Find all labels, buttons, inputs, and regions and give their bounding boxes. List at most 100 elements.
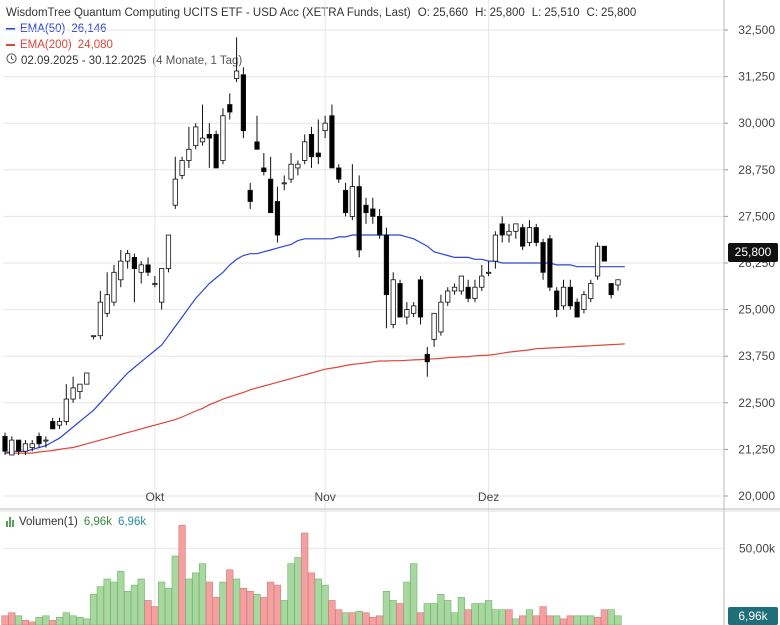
- volume-bar: [96, 586, 104, 625]
- volume-legend[interactable]: Volumen(1) 6,96k 6,96k: [6, 516, 146, 528]
- ema200-swatch: [6, 44, 15, 46]
- ohlc-low: 25,510: [544, 7, 580, 19]
- candle: [125, 249, 131, 269]
- candle: [383, 227, 390, 329]
- volume-bar: [525, 609, 534, 625]
- volume-bar: [137, 578, 145, 625]
- volume-bar: [505, 609, 513, 625]
- ema50-legend[interactable]: EMA(50) 26,146: [6, 21, 636, 37]
- candle: [302, 134, 308, 165]
- volume-bar: [464, 609, 472, 625]
- candle: [281, 175, 287, 191]
- volume-tick-label: 50,00k: [739, 541, 776, 555]
- candle: [77, 383, 83, 400]
- range-span: (4 Monate, 1 Tag): [152, 55, 243, 67]
- volume-bar: [512, 618, 520, 625]
- ema50-label: EMA(50): [20, 23, 66, 35]
- ohlc-high: 25,800: [489, 7, 525, 19]
- candle: [615, 279, 621, 291]
- volume-bar: [559, 618, 568, 625]
- volume-bar: [76, 617, 84, 625]
- candle: [268, 156, 274, 214]
- volume-bar: [539, 606, 547, 625]
- candle: [581, 290, 587, 314]
- y-tick-label: 32,500: [738, 23, 775, 37]
- candle: [131, 253, 138, 303]
- candle: [404, 302, 410, 325]
- volume-bar: [55, 617, 64, 625]
- volume-layer: 50,00k: [1, 525, 776, 625]
- volume-bar: [103, 578, 111, 625]
- chart-legend: WisdomTree Quantum Computing UCITS ETF -…: [6, 5, 636, 69]
- volume-bar: [341, 612, 350, 625]
- volume-bar: [587, 615, 595, 625]
- volume-bar: [321, 584, 329, 625]
- candle: [308, 126, 315, 168]
- candle: [172, 156, 178, 209]
- volume-bar: [35, 617, 43, 625]
- volume-bar: [280, 600, 288, 625]
- candle: [97, 290, 103, 340]
- volume-bar: [89, 594, 98, 625]
- ohlc-low-label: L:: [531, 7, 542, 19]
- candle: [118, 249, 124, 288]
- candle: [547, 235, 553, 291]
- volume-bar: [117, 571, 125, 625]
- volume-bar: [205, 581, 213, 625]
- ema200-value: 24,080: [77, 39, 113, 51]
- grid-layer: [3, 0, 724, 625]
- y-tick-label: 23,750: [738, 349, 775, 363]
- volume-bar: [416, 612, 425, 625]
- volume-bar: [607, 609, 615, 625]
- candle: [342, 182, 349, 217]
- ema200-label: EMA(200): [20, 39, 72, 51]
- ema200-legend[interactable]: EMA(200) 24,080: [6, 37, 636, 53]
- candle: [111, 264, 117, 306]
- candle: [356, 175, 362, 258]
- candle: [84, 372, 90, 385]
- volume-bar: [328, 600, 336, 625]
- candle: [431, 312, 437, 347]
- candle: [377, 208, 383, 239]
- candle: [56, 417, 63, 429]
- volume-bar: [389, 600, 397, 625]
- volume-bar: [164, 587, 173, 625]
- candle: [159, 268, 165, 310]
- volume-bar: [198, 563, 207, 625]
- volume-bar: [219, 581, 227, 625]
- candle: [90, 335, 97, 340]
- candle: [206, 123, 212, 168]
- volume-bar: [307, 572, 316, 625]
- volume-bar: [430, 603, 438, 625]
- candle: [43, 436, 49, 448]
- volume-bar: [301, 532, 309, 625]
- volume-bar: [130, 584, 139, 625]
- candle: [199, 104, 206, 146]
- volume-bar: [42, 615, 50, 625]
- volume-bar: [69, 615, 77, 625]
- candle: [138, 261, 144, 284]
- candle: [322, 115, 328, 139]
- volume-bar: [580, 615, 588, 625]
- volume-bars-icon: [6, 517, 14, 527]
- volume-bar: [600, 609, 608, 625]
- volume-bar: [546, 615, 554, 625]
- ohlc-open-label: O:: [417, 7, 430, 19]
- candle: [145, 257, 151, 277]
- volume-bar: [15, 615, 23, 625]
- candle: [261, 153, 267, 176]
- volume-bar: [423, 603, 431, 625]
- candle: [193, 123, 199, 150]
- candle: [70, 376, 76, 403]
- y-tick-label: 28,750: [738, 163, 775, 177]
- chart-title: WisdomTree Quantum Computing UCITS ETF -…: [6, 7, 411, 19]
- candle: [104, 272, 110, 318]
- x-tick-label: Dez: [478, 490, 499, 504]
- volume-bar: [382, 590, 391, 625]
- volume-bar: [273, 584, 282, 625]
- candle: [492, 231, 499, 269]
- volume-label: Volumen(1): [19, 516, 78, 528]
- volume-bar: [158, 581, 166, 625]
- volume-value-1: 6,96k: [83, 516, 112, 528]
- candle: [390, 272, 396, 329]
